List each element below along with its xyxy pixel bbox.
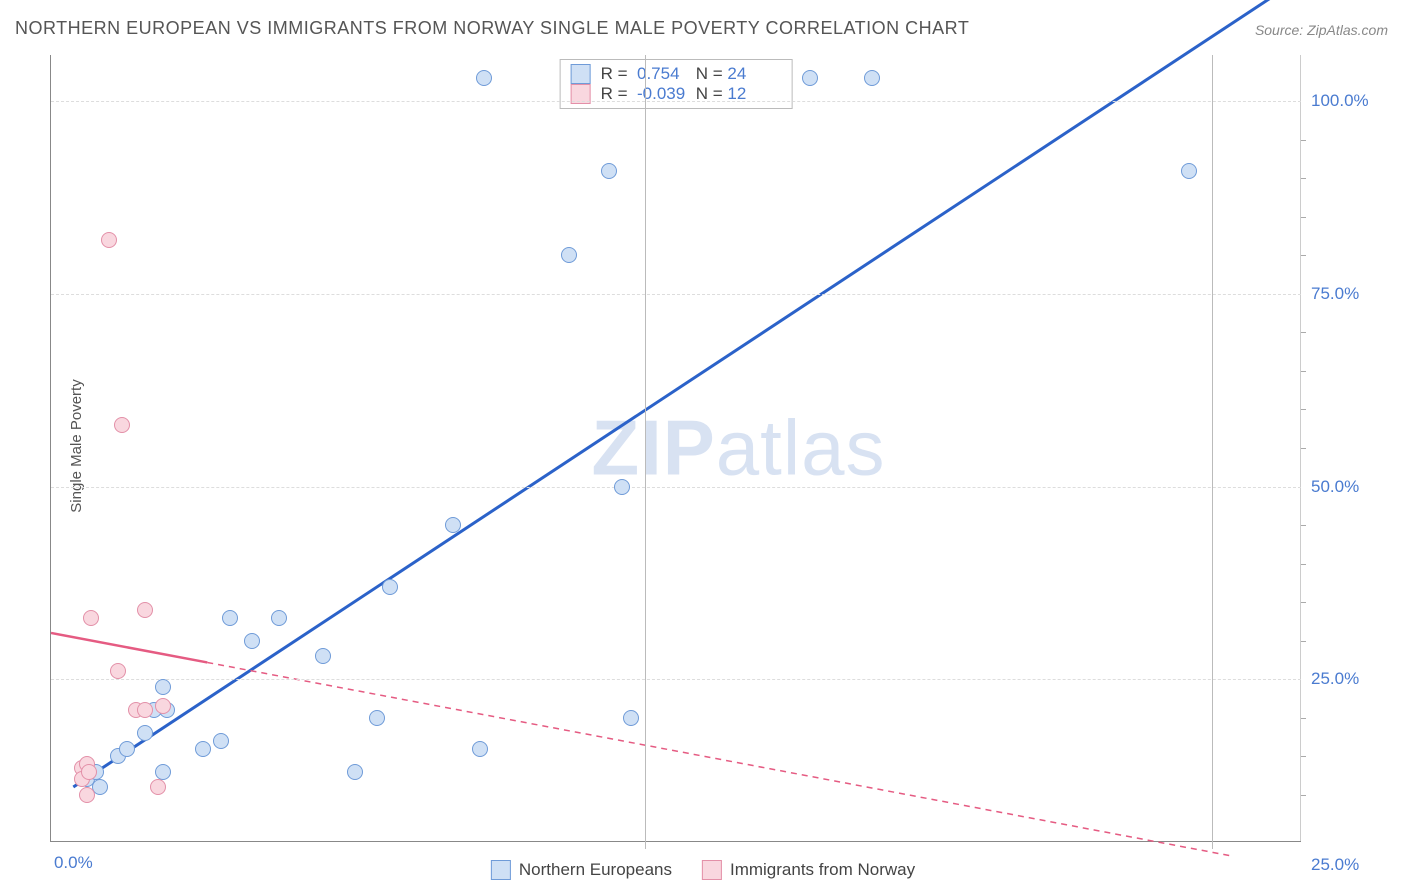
data-point (101, 232, 117, 248)
y-tick-label: 100.0% (1311, 91, 1391, 111)
minor-tick (1301, 756, 1306, 757)
data-point (195, 741, 211, 757)
data-point (155, 698, 171, 714)
y-tick-label-extra: 25.0% (1311, 855, 1391, 875)
gridline-h (51, 101, 1301, 102)
minor-tick (1301, 371, 1306, 372)
data-point (81, 764, 97, 780)
minor-tick (1301, 602, 1306, 603)
data-point (137, 702, 153, 718)
minor-tick (1301, 255, 1306, 256)
gridline-h (51, 487, 1301, 488)
data-point (472, 741, 488, 757)
y-tick-label: 50.0% (1311, 477, 1391, 497)
trend-line-solid (51, 633, 207, 663)
minor-tick (1301, 448, 1306, 449)
minor-tick (1301, 178, 1306, 179)
legend-swatch (571, 64, 591, 84)
data-point (382, 579, 398, 595)
legend-label: Northern Europeans (519, 860, 672, 880)
data-point (601, 163, 617, 179)
minor-tick (1301, 525, 1306, 526)
trend-line-solid (73, 0, 1301, 787)
minor-tick (1301, 641, 1306, 642)
gridline-v (1212, 55, 1213, 849)
minor-tick (1301, 564, 1306, 565)
trend-lines-svg (51, 55, 1301, 841)
legend-item: Northern Europeans (491, 860, 672, 880)
data-point (83, 610, 99, 626)
legend-label: Immigrants from Norway (730, 860, 915, 880)
minor-tick (1301, 718, 1306, 719)
data-point (155, 764, 171, 780)
data-point (222, 610, 238, 626)
plot-area: ZIPatlas R = 0.754 N = 24R = -0.039 N = … (50, 55, 1301, 842)
data-point (445, 517, 461, 533)
data-point (150, 779, 166, 795)
data-point (623, 710, 639, 726)
data-point (155, 679, 171, 695)
gridline-h (51, 294, 1301, 295)
gridline-v (645, 55, 646, 849)
data-point (476, 70, 492, 86)
data-point (1181, 163, 1197, 179)
legend-swatch (491, 860, 511, 880)
data-point (315, 648, 331, 664)
minor-tick (1301, 332, 1306, 333)
minor-tick (1301, 217, 1306, 218)
chart-title: NORTHERN EUROPEAN VS IMMIGRANTS FROM NOR… (15, 18, 969, 39)
legend-stats-text: R = 0.754 N = 24 (601, 64, 782, 84)
data-point (802, 70, 818, 86)
data-point (213, 733, 229, 749)
legend-bottom: Northern Europeans Immigrants from Norway (491, 860, 915, 880)
data-point (347, 764, 363, 780)
data-point (614, 479, 630, 495)
data-point (271, 610, 287, 626)
data-point (864, 70, 880, 86)
data-point (137, 602, 153, 618)
minor-tick (1301, 795, 1306, 796)
data-point (110, 663, 126, 679)
source-label: Source: ZipAtlas.com (1255, 22, 1388, 38)
trend-line-dashed (207, 662, 1234, 856)
x-tick-label: 0.0% (54, 853, 93, 873)
data-point (79, 787, 95, 803)
legend-swatch (702, 860, 722, 880)
legend-stats-row: R = 0.754 N = 24 (571, 64, 782, 84)
minor-tick (1301, 140, 1306, 141)
data-point (561, 247, 577, 263)
minor-tick (1301, 409, 1306, 410)
data-point (119, 741, 135, 757)
y-tick-label: 25.0% (1311, 669, 1391, 689)
data-point (244, 633, 260, 649)
y-tick-label: 75.0% (1311, 284, 1391, 304)
data-point (369, 710, 385, 726)
data-point (114, 417, 130, 433)
data-point (137, 725, 153, 741)
gridline-h (51, 679, 1301, 680)
legend-item: Immigrants from Norway (702, 860, 915, 880)
